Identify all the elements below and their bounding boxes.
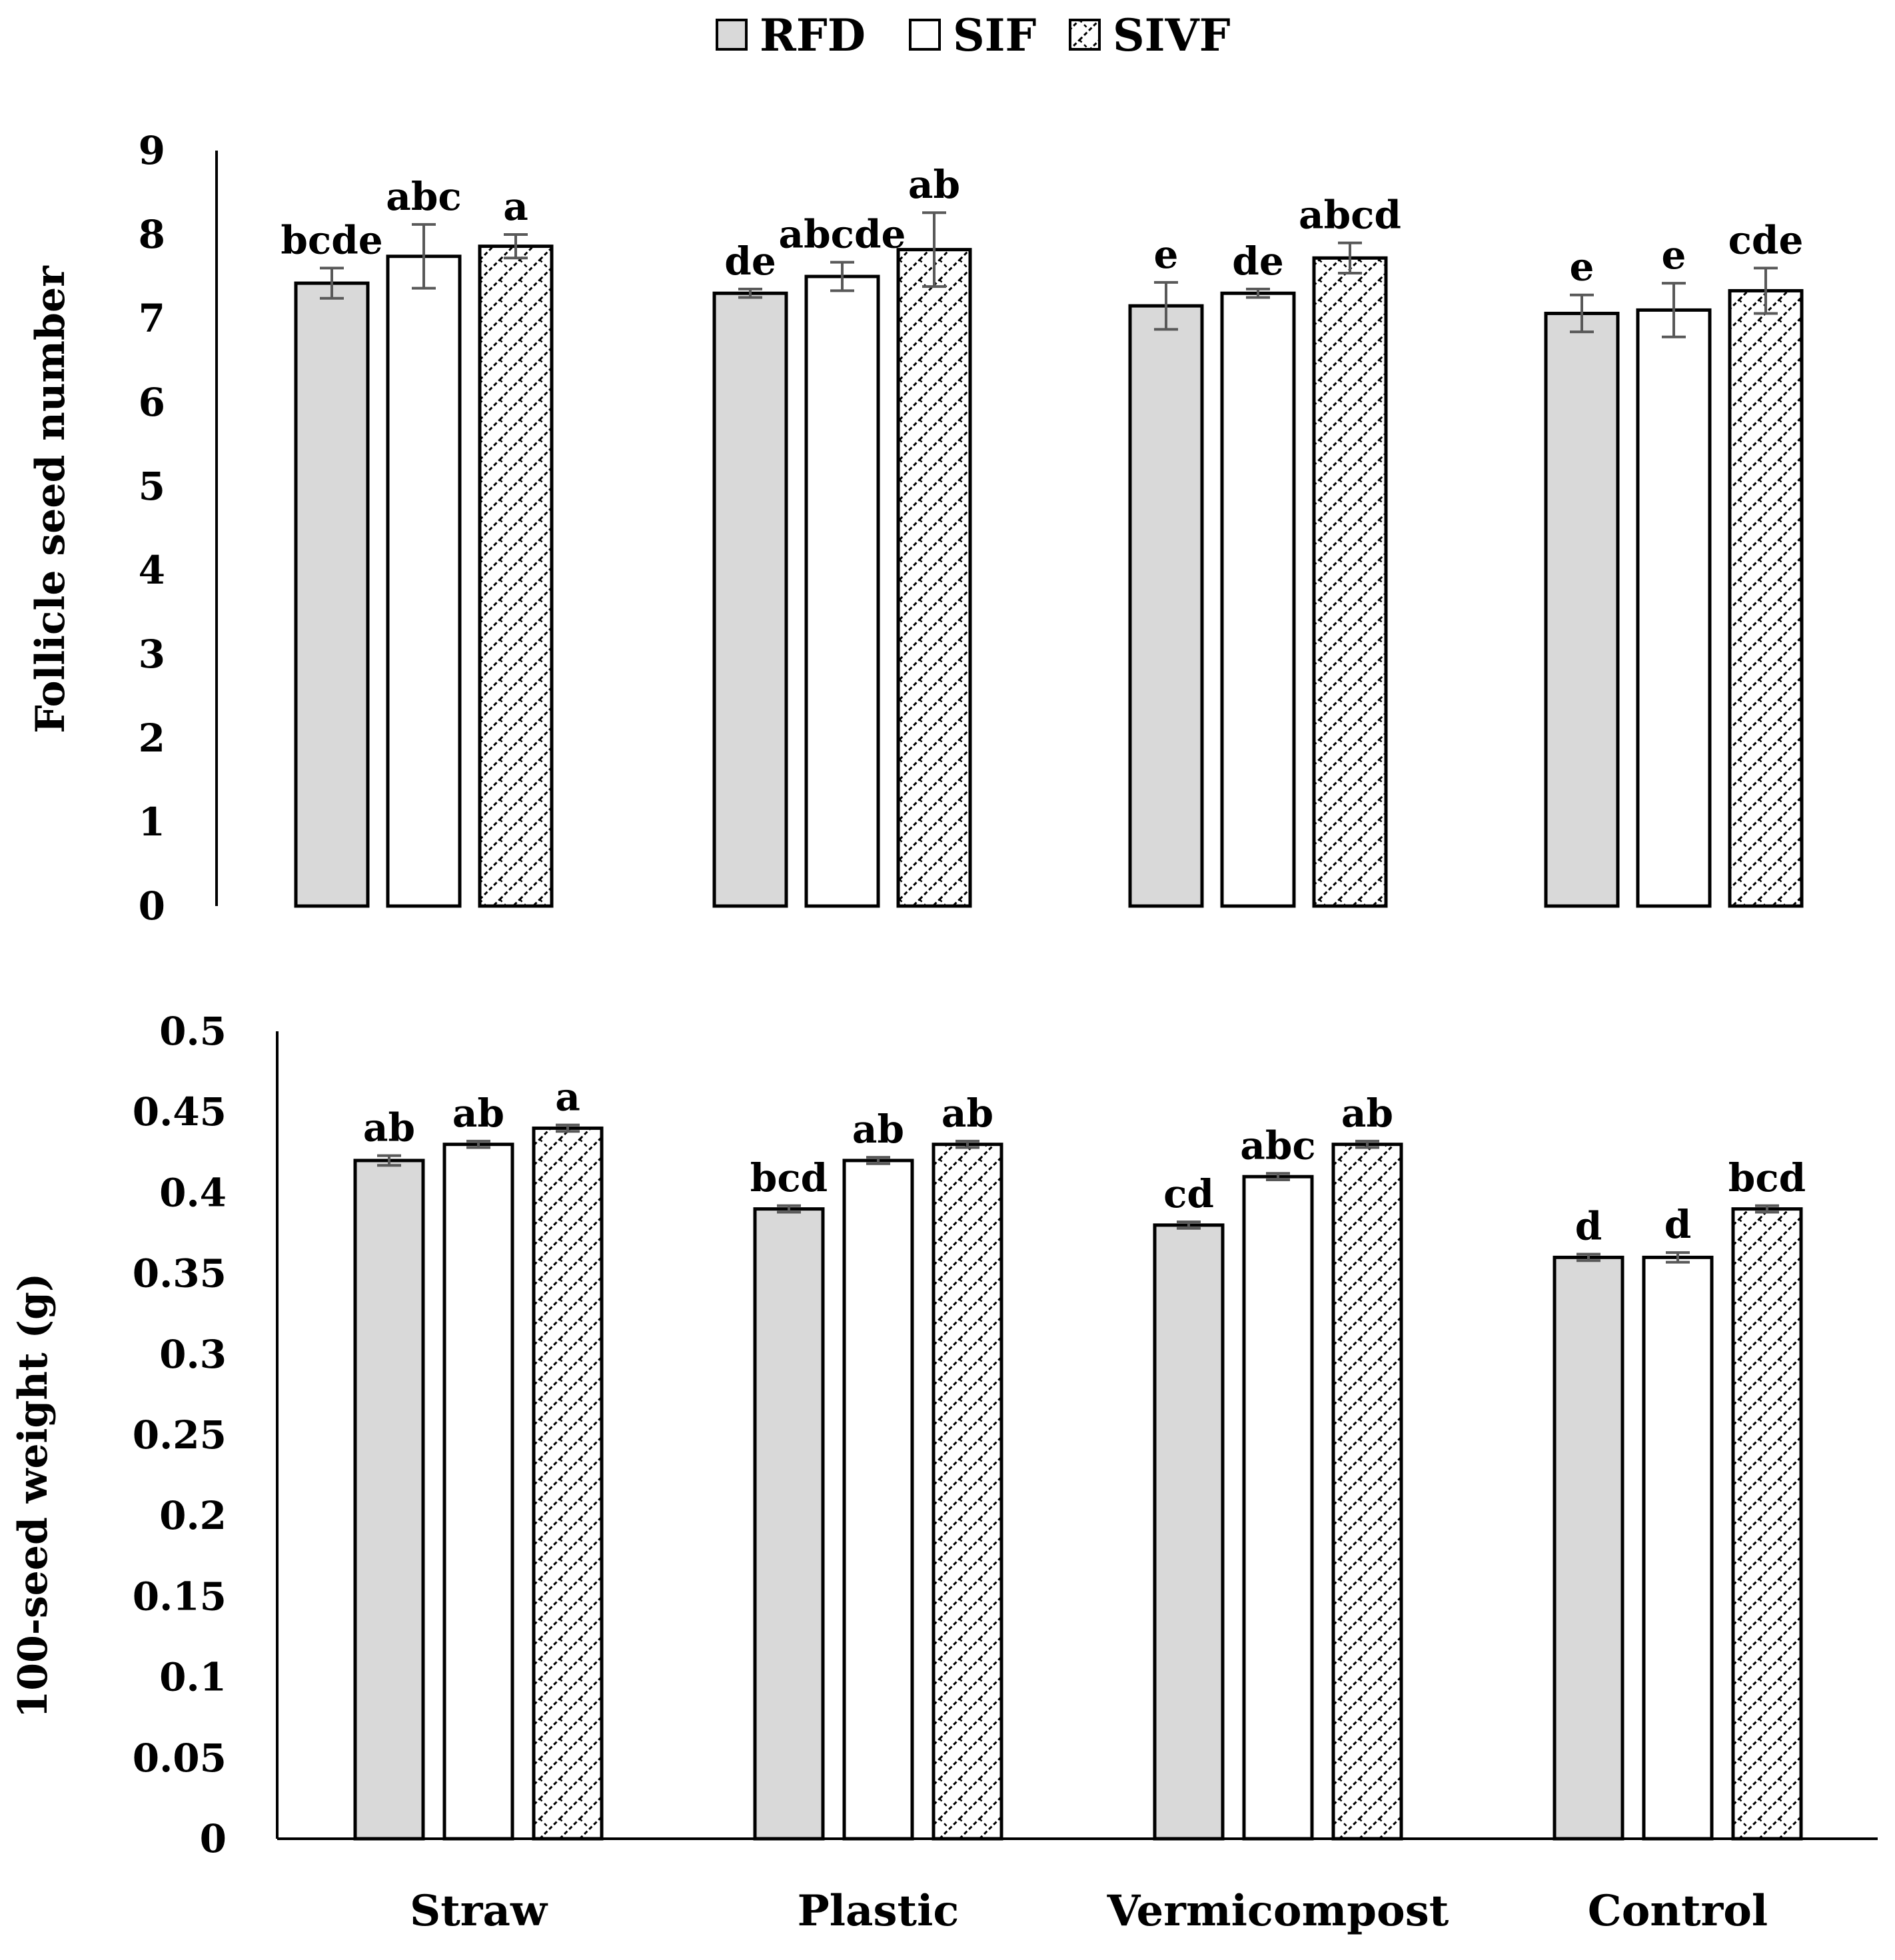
- bar-sivf: [532, 1126, 604, 1841]
- significance-letter: e: [1154, 232, 1179, 277]
- bar-sif: [386, 254, 462, 908]
- legend-label-sif: SIF: [953, 9, 1036, 61]
- significance-letter: cde: [1728, 217, 1804, 262]
- significance-letter: ab: [1341, 1091, 1393, 1136]
- bar-sif: [1220, 291, 1296, 908]
- bar-sivf: [932, 1143, 1003, 1841]
- y-tick-label: 8: [139, 212, 165, 257]
- bar-sivf: [1331, 1143, 1403, 1841]
- y-tick-label: 7: [139, 296, 165, 341]
- y-tick-label: 1: [139, 799, 165, 845]
- legend-swatch-sivf: [1069, 19, 1101, 51]
- significance-letter: d: [1664, 1202, 1692, 1247]
- y-tick-label: 6: [139, 380, 165, 425]
- significance-letter: e: [1570, 245, 1594, 290]
- y-tick-label: 0: [200, 1816, 227, 1861]
- bar-sif: [1242, 1175, 1314, 1841]
- bar-rfd: [753, 1207, 825, 1841]
- bar-rfd: [1544, 311, 1620, 908]
- y-tick-label: 0.15: [133, 1574, 227, 1619]
- y-tick-label: 0.05: [133, 1735, 227, 1781]
- y-tick-label: 0: [139, 883, 165, 929]
- y-tick-label: 3: [139, 632, 165, 677]
- y-axis-title: Follicle seed number: [27, 265, 74, 734]
- y-tick-label: 4: [139, 548, 165, 593]
- significance-letter: ab: [908, 162, 960, 207]
- bar-rfd: [1553, 1255, 1624, 1841]
- bar-sivf: [1312, 256, 1388, 908]
- significance-letter: abc: [386, 174, 461, 219]
- bar-rfd: [1128, 304, 1204, 908]
- bar-sivf: [1731, 1207, 1803, 1841]
- significance-letter: ab: [942, 1091, 993, 1136]
- significance-letter: ab: [363, 1105, 415, 1151]
- bar-sivf: [1728, 288, 1804, 908]
- y-tick-label: 0.5: [159, 1009, 227, 1054]
- legend-label-sivf: SIVF: [1113, 9, 1231, 61]
- bar-rfd: [353, 1159, 425, 1841]
- significance-letter: e: [1662, 233, 1686, 278]
- significance-letter: cd: [1163, 1171, 1214, 1217]
- significance-letter: abcd: [1299, 193, 1401, 238]
- significance-letter: ab: [452, 1091, 504, 1136]
- y-tick-label: 5: [139, 464, 165, 509]
- bar-rfd: [712, 291, 788, 908]
- y-tick-label: 0.45: [133, 1089, 227, 1135]
- bar-sif: [442, 1143, 514, 1841]
- significance-letter: d: [1575, 1204, 1602, 1249]
- y-tick-label: 0.1: [159, 1655, 227, 1700]
- y-tick-label: 0.25: [133, 1412, 227, 1458]
- bar-rfd: [294, 281, 370, 908]
- significance-letter: bcde: [281, 217, 382, 262]
- y-tick-label: 0.35: [133, 1251, 227, 1296]
- x-category-label: Control: [1588, 1886, 1768, 1936]
- bar-sif: [842, 1159, 914, 1841]
- bar-sivf: [478, 245, 554, 908]
- legend-swatch-rfd: [716, 19, 748, 51]
- significance-letter: abcde: [779, 212, 906, 257]
- significance-letter: abc: [1240, 1123, 1315, 1168]
- x-category-label: Straw: [410, 1886, 548, 1936]
- significance-letter: a: [503, 184, 528, 229]
- significance-letter: bcd: [750, 1155, 828, 1201]
- bar-sif: [1636, 308, 1712, 908]
- y-axis-title: 100-seed weight (g): [10, 1273, 57, 1719]
- y-tick-label: 9: [139, 128, 165, 173]
- x-category-label: Plastic: [798, 1886, 959, 1936]
- y-tick-label: 0.2: [159, 1493, 227, 1538]
- legend: RFD SIF SIVF: [716, 9, 1231, 61]
- follicle-seed-chart: Follicle seed number 0 1 2 3 4 5 6 7 8 9 bcde de e e a…: [27, 128, 1804, 929]
- legend-label-rfd: RFD: [760, 9, 866, 61]
- significance-letter: ab: [852, 1107, 904, 1152]
- bar-sivf: [896, 248, 972, 908]
- y-tick-label: 0.3: [159, 1332, 227, 1377]
- significance-letter: de: [724, 239, 776, 284]
- y-tick-label: 2: [139, 716, 165, 761]
- bar-rfd: [1153, 1223, 1225, 1841]
- y-tick-label: 0.4: [159, 1170, 227, 1215]
- x-category-label: Vermicompost: [1107, 1886, 1449, 1936]
- significance-letter: de: [1232, 239, 1283, 284]
- significance-letter: bcd: [1728, 1155, 1806, 1201]
- bar-sif: [1642, 1255, 1714, 1841]
- bar-sif: [804, 274, 880, 908]
- significance-letter: a: [555, 1075, 580, 1120]
- legend-swatch-sif: [909, 19, 941, 51]
- seed-weight-chart: 100-seed weight (g) 0 0.05 0.1 0.15 0.2 0.25 0…: [10, 1009, 1878, 1936]
